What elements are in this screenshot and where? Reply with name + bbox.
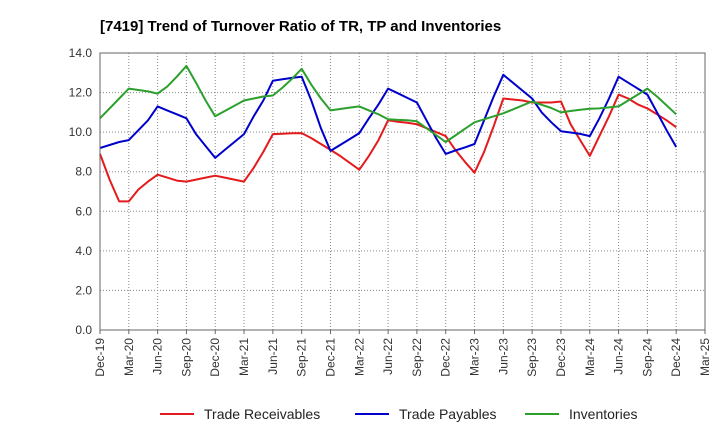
x-tick-label: Jun-21 xyxy=(266,338,280,375)
x-tick-label: Dec-19 xyxy=(93,338,107,377)
x-tick-label: Mar-21 xyxy=(237,338,251,376)
x-tick-label: Sep-21 xyxy=(295,338,309,377)
x-tick-label: Sep-22 xyxy=(410,338,424,377)
y-axis-ticks: 0.0 2.0 4.0 6.0 8.0 10.0 12.0 14.0 xyxy=(69,46,93,337)
plot-frame xyxy=(99,52,706,331)
x-tick-label: Jun-23 xyxy=(496,338,510,375)
y-tick-label: 0.0 xyxy=(75,323,92,337)
x-tick-label: Sep-24 xyxy=(640,338,654,377)
legend: Trade Receivables Trade Payables Inventori… xyxy=(160,406,637,422)
y-tick-label: 4.0 xyxy=(75,244,92,258)
y-tick-label: 10.0 xyxy=(69,125,93,139)
legend-label-trade-receivables: Trade Receivables xyxy=(204,406,320,422)
x-tick-label: Jun-24 xyxy=(612,338,626,375)
y-tick-label: 2.0 xyxy=(75,283,92,297)
x-tick-label: Mar-22 xyxy=(352,338,366,376)
x-tick-label: Dec-23 xyxy=(554,338,568,377)
x-tick-label: Sep-23 xyxy=(525,338,539,377)
y-tick-label: 6.0 xyxy=(75,204,92,218)
series-line-inventories xyxy=(99,64,677,143)
x-tick-label: Sep-20 xyxy=(179,338,193,377)
y-tick-label: 14.0 xyxy=(69,46,93,60)
x-tick-label: Mar-25 xyxy=(698,338,712,376)
x-tick-label: Mar-23 xyxy=(468,338,482,376)
series-line-trade-payables xyxy=(99,73,678,159)
x-tick-label: Jun-20 xyxy=(151,338,165,375)
chart-title: [7419] Trend of Turnover Ratio of TR, TP… xyxy=(100,18,501,35)
x-tick-label: Mar-24 xyxy=(583,338,597,376)
x-axis-ticks: Dec-19 Mar-20 Jun-20 Sep-20 Dec-20 Mar-21 Jun-… xyxy=(93,330,712,377)
x-tick-label: Dec-22 xyxy=(439,338,453,377)
x-tick-label: Jun-22 xyxy=(381,338,395,375)
legend-label-inventories: Inventories xyxy=(569,406,637,422)
y-tick-label: 12.0 xyxy=(69,86,93,100)
y-tick-label: 8.0 xyxy=(75,165,92,179)
series-lines xyxy=(99,64,678,203)
x-tick-label: Dec-20 xyxy=(208,338,222,377)
x-tick-label: Mar-20 xyxy=(122,338,136,376)
gridlines xyxy=(100,53,705,330)
x-tick-label: Dec-21 xyxy=(323,338,337,377)
legend-label-trade-payables: Trade Payables xyxy=(399,406,497,422)
x-tick-label: Dec-24 xyxy=(669,338,683,377)
